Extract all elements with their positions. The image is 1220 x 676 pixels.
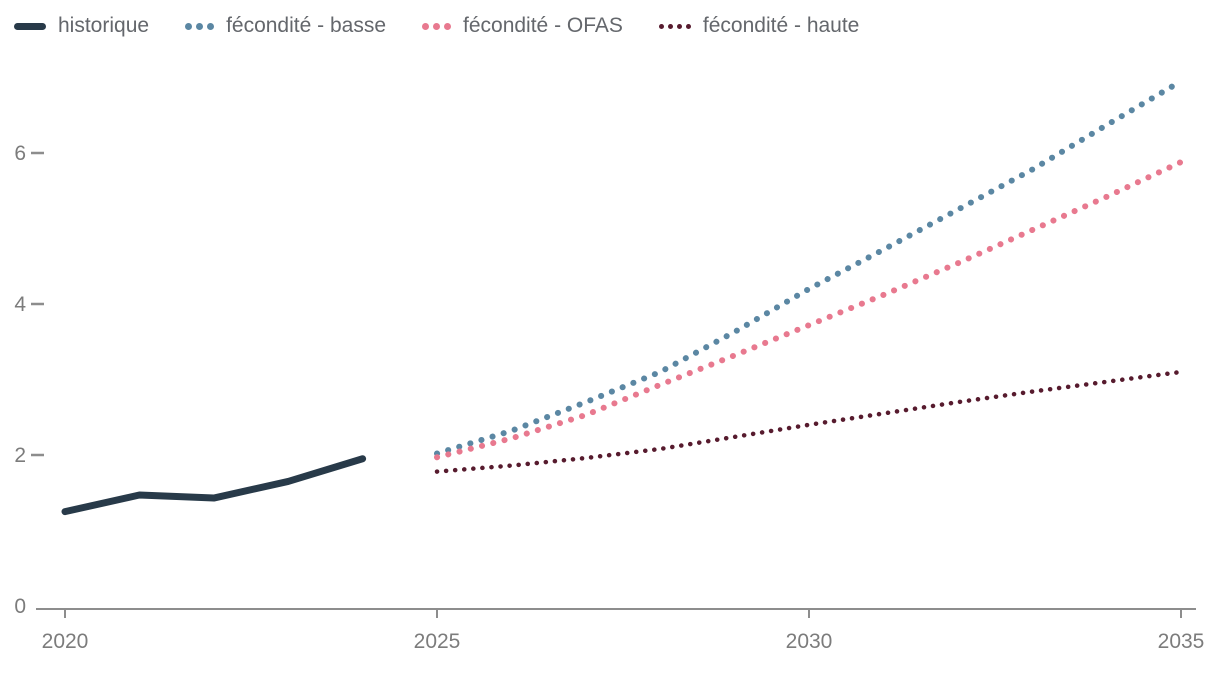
dot-sm-shape <box>676 23 682 29</box>
series-line-f-condit-OFAS <box>434 159 1184 461</box>
y-axis-tick-label: 4 <box>14 293 26 316</box>
dot-shape <box>196 22 204 30</box>
dot-sm-shape <box>667 23 673 29</box>
legend-label-fecondite-haute: fécondité - haute <box>702 14 860 37</box>
y-axis-tick-label: 0 <box>14 595 26 618</box>
dot-shape <box>422 22 429 30</box>
legend-label-fecondite-ofas: fécondité - OFAS <box>463 14 623 37</box>
x-axis-tick-label: 2025 <box>414 630 461 653</box>
legend-item-fecondite-ofas: fécondité - OFAS <box>422 14 623 38</box>
series-line-f-condit-haute <box>434 369 1184 474</box>
dot-shape <box>207 22 215 30</box>
x-axis-tick-label: 2020 <box>42 630 89 653</box>
x-axis-tick-label: 2030 <box>786 630 833 653</box>
dot-sm-shape <box>658 23 664 29</box>
dot-shape <box>433 22 440 30</box>
dash-shape <box>14 22 46 30</box>
chart-legend: historique fécondité - basse fécondité -… <box>14 14 859 38</box>
legend-item-historique: historique <box>14 14 149 38</box>
legend-item-fecondite-haute: fécondité - haute <box>658 14 860 38</box>
y-axis-tick-label: 2 <box>14 444 26 467</box>
dotted-line-swatch-icon <box>422 22 451 30</box>
dot-sm-shape <box>685 23 691 29</box>
dotted-line-swatch-icon <box>185 22 215 30</box>
legend-label-fecondite-basse: fécondité - basse <box>226 14 386 37</box>
solid-line-swatch-icon <box>14 22 46 30</box>
dot-shape <box>185 22 193 30</box>
series-line-f-condit-basse <box>434 78 1184 457</box>
legend-label-historique: historique <box>58 14 150 37</box>
x-axis-tick-label: 2035 <box>1158 630 1205 653</box>
legend-item-fecondite-basse: fécondité - basse <box>185 14 386 38</box>
dot-shape <box>444 22 451 30</box>
small-dotted-line-swatch-icon <box>658 23 691 29</box>
series-line-historique <box>61 455 367 516</box>
y-axis-tick-label: 6 <box>14 142 26 165</box>
